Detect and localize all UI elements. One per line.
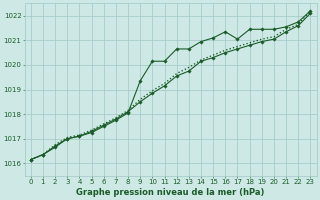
- X-axis label: Graphe pression niveau de la mer (hPa): Graphe pression niveau de la mer (hPa): [76, 188, 265, 197]
